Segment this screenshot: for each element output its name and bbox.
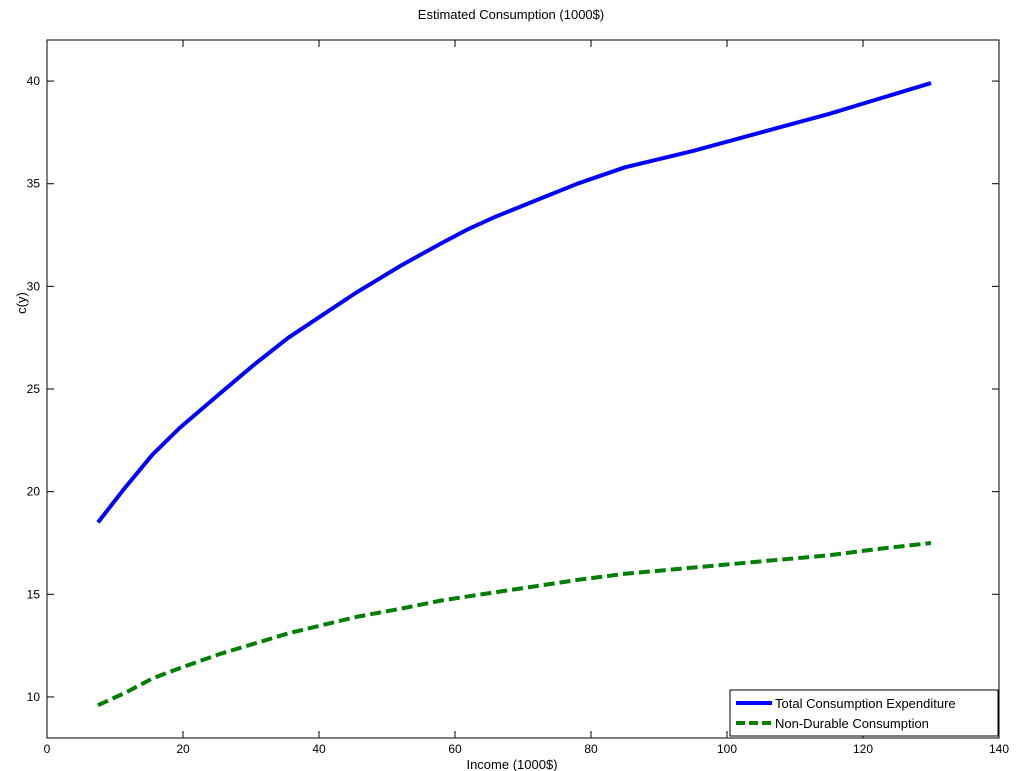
x-tick-label: 20 xyxy=(176,742,190,756)
x-tick-label: 60 xyxy=(448,742,462,756)
x-tick-label: 40 xyxy=(312,742,326,756)
series-line-1 xyxy=(96,81,932,524)
series-line-2 xyxy=(97,541,932,708)
legend: Total Consumption Expenditure Non-Durable… xyxy=(729,689,999,737)
y-tick-label: 10 xyxy=(27,690,41,704)
y-tick-label: 25 xyxy=(27,382,41,396)
x-axis-label: Income (1000$) xyxy=(466,757,557,771)
x-tick-label: 100 xyxy=(717,742,737,756)
y-tick-label: 20 xyxy=(27,485,41,499)
legend-label-2: Non-Durable Consumption xyxy=(775,716,929,731)
y-tick-label: 35 xyxy=(27,177,41,191)
y-tick-label: 15 xyxy=(27,587,41,601)
x-axis: 0 20 40 60 80 100 120 140 xyxy=(44,40,1009,756)
x-tick-label: 120 xyxy=(853,742,873,756)
y-tick-label: 40 xyxy=(27,74,41,88)
chart-title: Estimated Consumption (1000$) xyxy=(418,7,604,22)
y-axis-label: c(y) xyxy=(14,292,29,314)
x-tick-label: 0 xyxy=(44,742,51,756)
legend-box xyxy=(729,689,999,737)
x-tick-label: 140 xyxy=(989,742,1009,756)
y-axis: 10 15 20 25 30 35 40 xyxy=(27,74,999,704)
plot-area xyxy=(46,39,1000,739)
series-layer xyxy=(96,81,932,708)
y-tick-label: 30 xyxy=(27,279,41,293)
legend-label-1: Total Consumption Expenditure xyxy=(775,696,956,711)
x-tick-label: 80 xyxy=(584,742,598,756)
